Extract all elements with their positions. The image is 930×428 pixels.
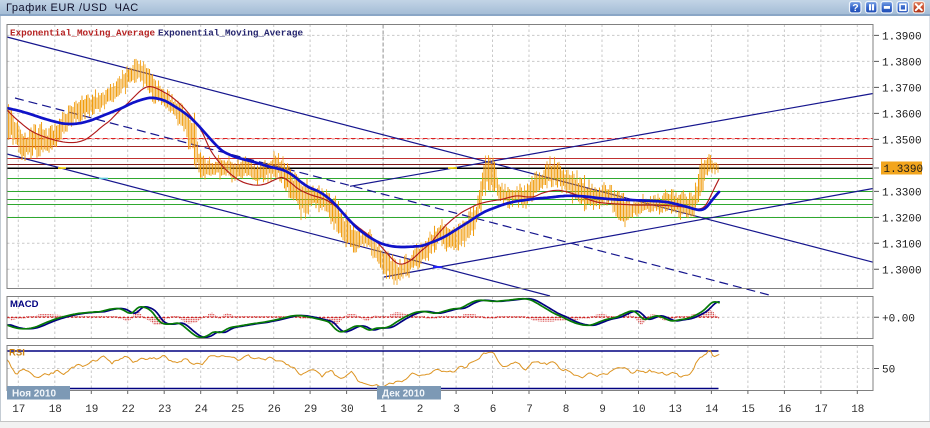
svg-text:8: 8 bbox=[563, 404, 570, 416]
svg-text:RSI: RSI bbox=[9, 348, 25, 359]
svg-text:9: 9 bbox=[599, 404, 606, 416]
svg-text:18: 18 bbox=[49, 404, 62, 416]
svg-text:7: 7 bbox=[526, 404, 533, 416]
svg-text:MACD: MACD bbox=[10, 299, 39, 310]
svg-text:Дек 2010: Дек 2010 bbox=[382, 389, 425, 400]
svg-text:14: 14 bbox=[705, 404, 719, 416]
svg-text:1.3800: 1.3800 bbox=[882, 57, 922, 69]
svg-text:50: 50 bbox=[882, 365, 895, 377]
svg-text:Exponential_Moving_Average: Exponential_Moving_Average bbox=[158, 28, 303, 39]
svg-text:24: 24 bbox=[195, 404, 209, 416]
svg-text:1.3200: 1.3200 bbox=[882, 213, 922, 225]
svg-text:15: 15 bbox=[742, 404, 755, 416]
svg-text:18: 18 bbox=[851, 404, 864, 416]
svg-text:+0.00: +0.00 bbox=[882, 313, 915, 325]
svg-text:1.3390: 1.3390 bbox=[884, 164, 924, 176]
svg-text:?: ? bbox=[852, 2, 858, 14]
svg-text:23: 23 bbox=[158, 404, 171, 416]
svg-text:1.3700: 1.3700 bbox=[882, 83, 922, 95]
svg-text:1.3600: 1.3600 bbox=[882, 109, 922, 121]
svg-text:30: 30 bbox=[340, 404, 353, 416]
svg-text:1.3300: 1.3300 bbox=[882, 187, 922, 199]
svg-text:13: 13 bbox=[669, 404, 682, 416]
svg-text:Ноя 2010: Ноя 2010 bbox=[12, 389, 56, 400]
svg-text:1: 1 bbox=[380, 404, 387, 416]
svg-text:10: 10 bbox=[632, 404, 645, 416]
svg-text:1.3100: 1.3100 bbox=[882, 239, 922, 251]
svg-text:29: 29 bbox=[304, 404, 317, 416]
svg-text:19: 19 bbox=[85, 404, 98, 416]
svg-text:1.3000: 1.3000 bbox=[882, 265, 922, 277]
svg-text:1.3500: 1.3500 bbox=[882, 135, 922, 147]
svg-text:3: 3 bbox=[453, 404, 460, 416]
svg-text:6: 6 bbox=[490, 404, 497, 416]
svg-text:26: 26 bbox=[268, 404, 281, 416]
svg-text:17: 17 bbox=[815, 404, 828, 416]
svg-text:Exponential_Moving_Average: Exponential_Moving_Average bbox=[10, 28, 155, 39]
svg-text:25: 25 bbox=[231, 404, 244, 416]
svg-text:22: 22 bbox=[122, 404, 135, 416]
svg-text:17: 17 bbox=[12, 404, 25, 416]
svg-text:2: 2 bbox=[417, 404, 424, 416]
svg-text:16: 16 bbox=[778, 404, 791, 416]
svg-text:1.3900: 1.3900 bbox=[882, 31, 922, 43]
